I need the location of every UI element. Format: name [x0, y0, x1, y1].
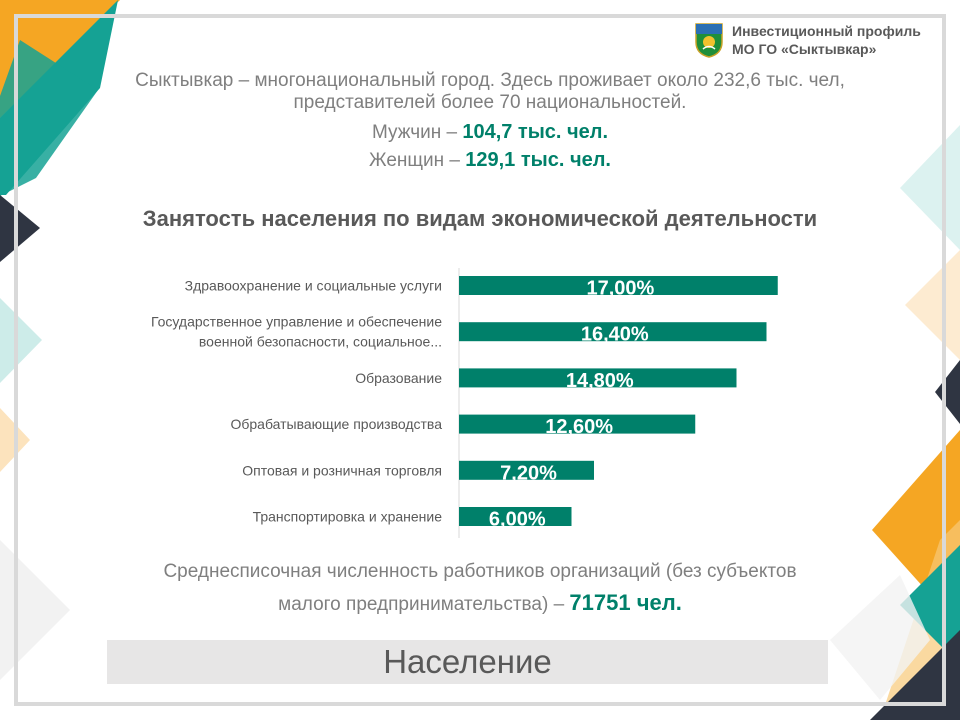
section-banner: Население — [107, 640, 828, 684]
employee-count-text: Среднесписочная численность работников о… — [110, 556, 850, 620]
men-stat: Мужчин – 104,7 тыс. чел. — [80, 120, 900, 145]
header-line-2: МО ГО «Сыктывкар» — [732, 41, 877, 57]
bar-1 — [459, 322, 767, 342]
deco-dark-right — [935, 360, 960, 424]
header-title: Инвестиционный профиль МО ГО «Сыктывкар» — [732, 22, 921, 58]
category-label-4-0: Оптовая и розничная торговля — [242, 462, 442, 478]
employee-count-line-2: малого предпринимательства) – 71751 чел. — [110, 587, 850, 620]
header-line-1: Инвестиционный профиль — [732, 23, 921, 39]
bar-value-label-4: 7,20% — [500, 462, 557, 484]
bar-value-label-2: 14,80% — [566, 370, 634, 392]
bar-value-label-0: 17,00% — [586, 278, 654, 300]
bar-5 — [459, 507, 572, 526]
women-label: Женщин – — [369, 150, 466, 171]
bar-3 — [459, 414, 696, 434]
bar-0 — [459, 276, 778, 295]
employee-count-value: 71751 чел. — [569, 590, 682, 615]
category-label-1-1: военной безопасности, социальное... — [199, 334, 442, 350]
chart-title: Занятость населения по видам экономическ… — [142, 206, 818, 231]
bar-2 — [459, 368, 737, 388]
coat-of-arms-icon — [695, 23, 723, 58]
category-label-0-0: Здравоохранение и социальные услуги — [185, 278, 442, 294]
deco-dark-bottom-right — [870, 630, 960, 720]
category-label-2-0: Образование — [355, 370, 442, 386]
bar-value-label-5: 6,00% — [489, 509, 546, 531]
employee-count-label: малого предпринимательства) – — [278, 594, 570, 615]
category-label-3-0: Обрабатывающие производства — [230, 416, 442, 432]
deco-gray-right — [830, 575, 930, 700]
deco-light-teal-left — [0, 298, 42, 383]
deco-dark-left — [0, 195, 40, 262]
slide-frame — [14, 14, 946, 706]
deco-teal-diamond-left — [0, 40, 98, 196]
deco-light-orange-right — [905, 250, 960, 360]
employment-bar-chart: 17,00% Здравоохранение и социальные услуг… — [151, 268, 778, 538]
intro-text: Сыктывкар – многонациональный город. Зде… — [80, 70, 900, 114]
employee-count-line-1: Среднесписочная численность работников о… — [163, 561, 797, 582]
header: Инвестиционный профиль МО ГО «Сыктывкар» — [694, 22, 944, 62]
men-label: Мужчин – — [371, 122, 463, 143]
category-label-1-0: Государственное управление и обеспечение — [151, 314, 442, 330]
men-value: 104,7 тыс. чел. — [462, 121, 609, 143]
intro-line-2: представителей более 70 национальностей. — [293, 92, 687, 113]
women-stat: Женщин – 129,1 тыс. чел. — [80, 148, 900, 173]
bar-value-label-1: 16,40% — [581, 324, 649, 346]
bar-4 — [459, 460, 594, 480]
intro-line-1: Сыктывкар – многонациональный город. Зде… — [135, 70, 845, 91]
women-value: 129,1 тыс. чел. — [465, 149, 611, 171]
bar-value-label-3: 12,60% — [545, 416, 613, 438]
category-label-5-0: Транспортировка и хранение — [253, 509, 443, 525]
